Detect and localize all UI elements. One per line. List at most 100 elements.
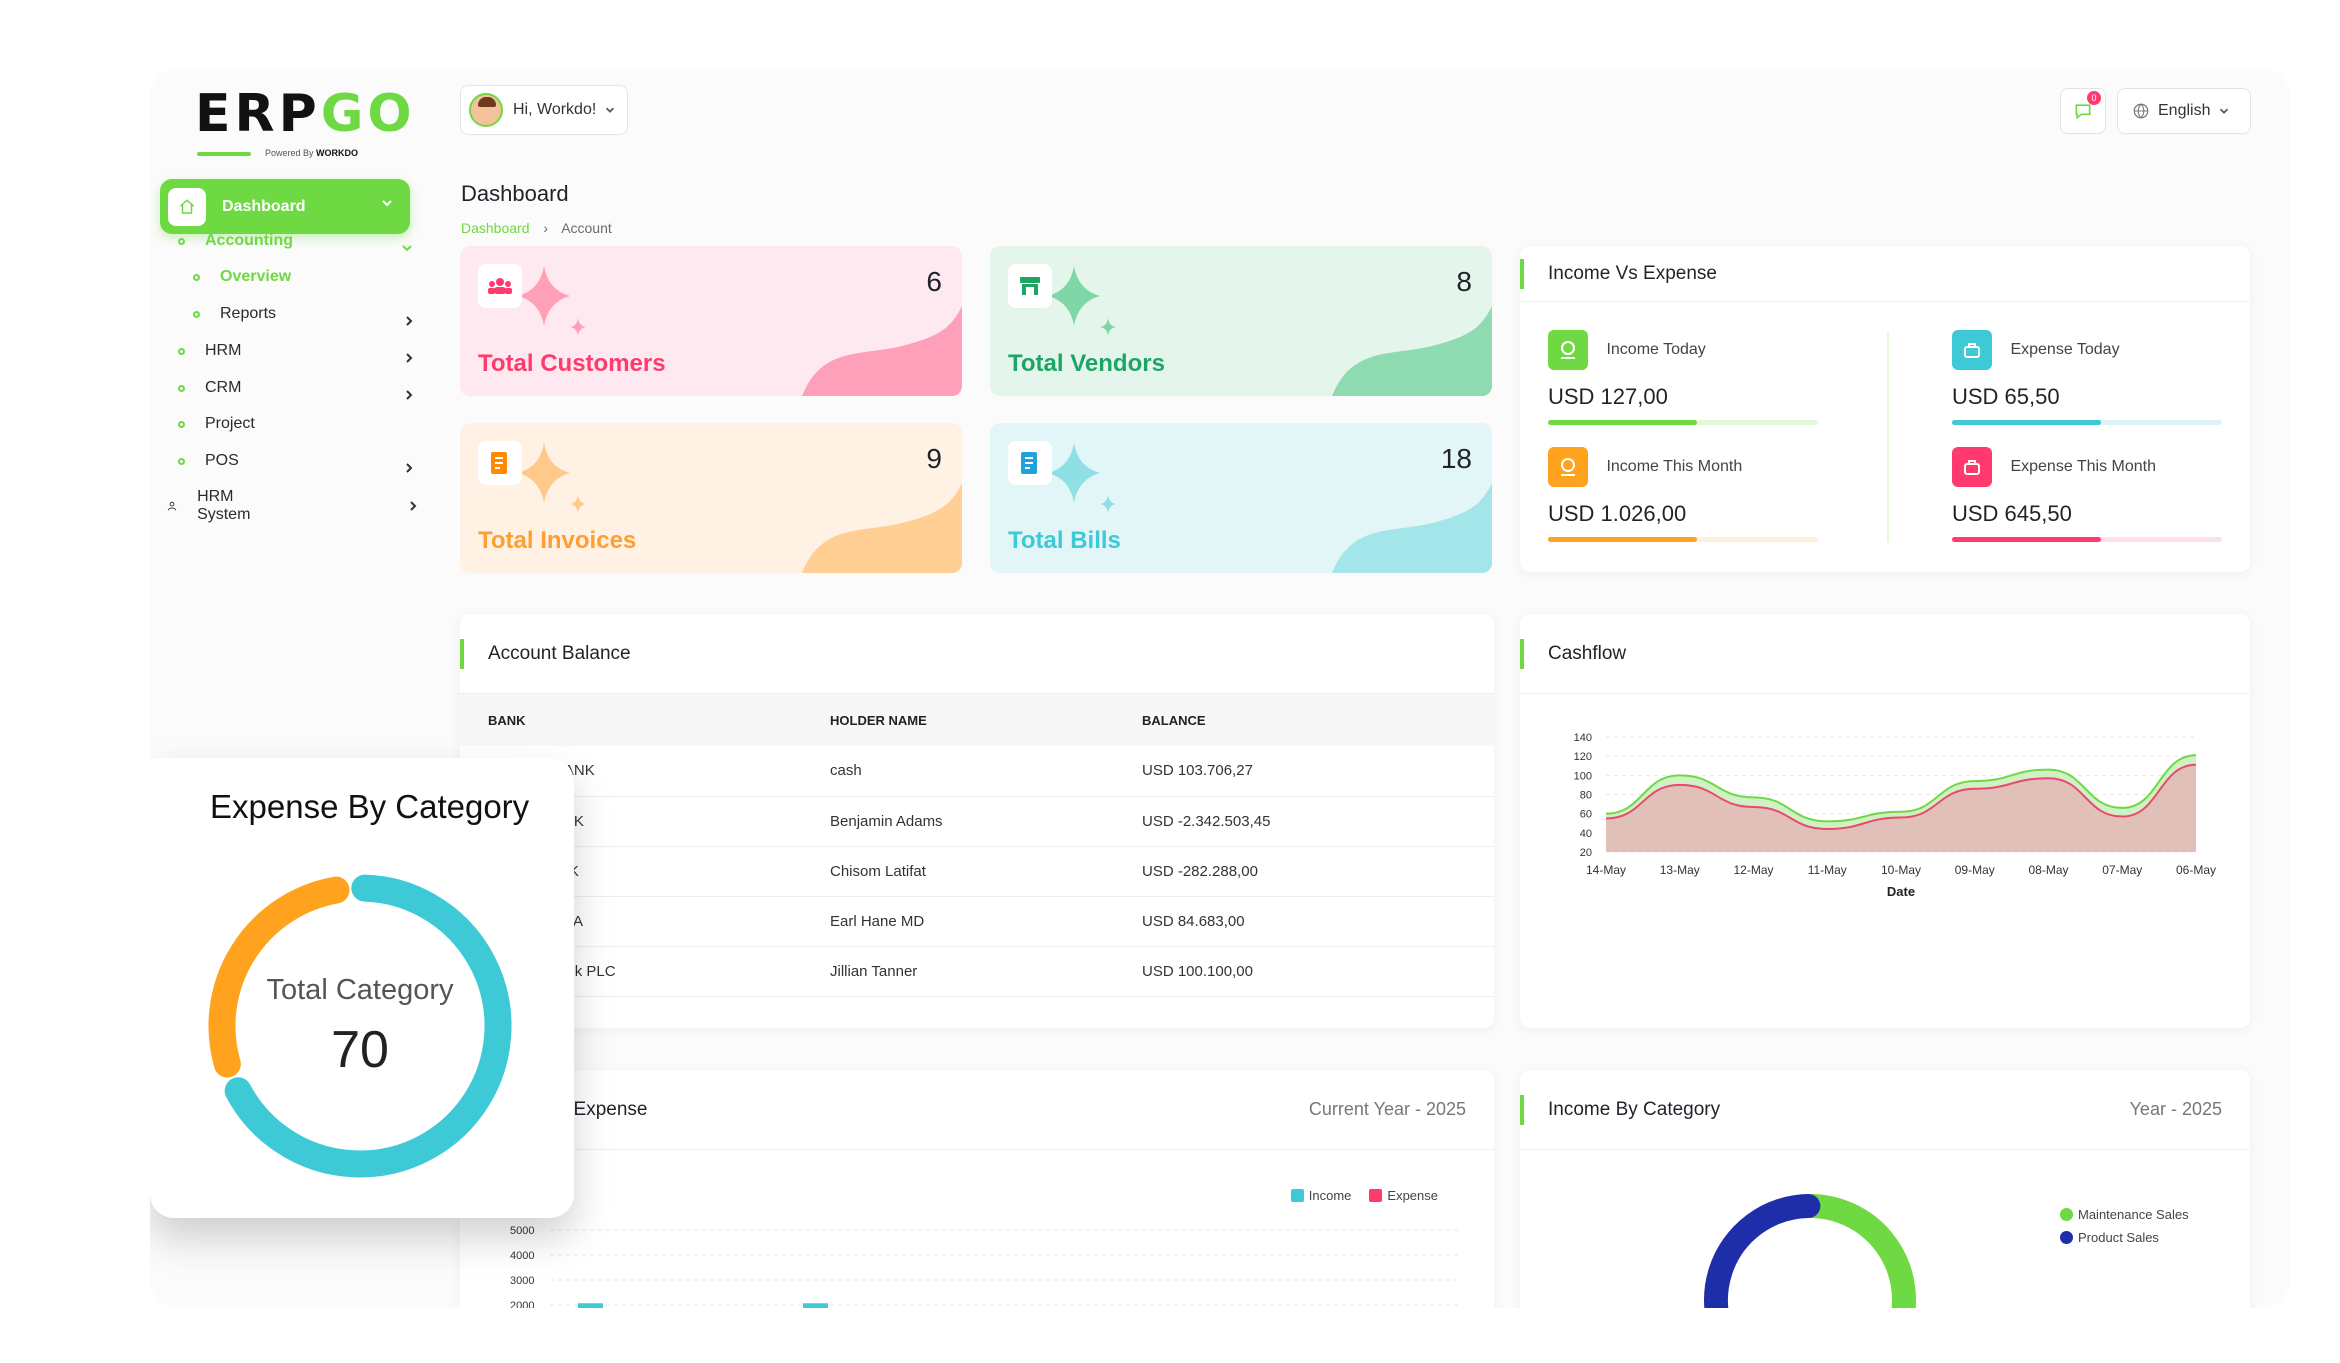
income-today-progress <box>1548 420 1818 425</box>
holder-name: cash <box>802 746 1114 797</box>
sidebar-item-label: Overview <box>220 268 292 285</box>
sidebar-item-reports[interactable]: Reports <box>193 305 276 323</box>
bullet-icon <box>178 420 185 428</box>
column-header-holder[interactable]: HOLDER NAME <box>802 694 1114 746</box>
chevron-right-icon[interactable] <box>402 461 416 475</box>
sidebar-item-hrm[interactable]: HRM <box>178 342 241 360</box>
x-tick-label: 08-May <box>2028 863 2068 877</box>
home-icon <box>168 187 206 226</box>
chat-icon <box>2075 104 2091 120</box>
breadcrumb-home[interactable]: Dashboard <box>461 220 530 236</box>
page-title: Dashboard <box>461 181 569 206</box>
chevron-right-icon[interactable] <box>402 351 416 365</box>
card-accent-bar <box>460 638 464 669</box>
legend-product[interactable]: Product Sales <box>2060 1230 2189 1245</box>
income-month-progress <box>1548 537 1818 542</box>
sparkle-icon <box>1052 266 1116 336</box>
column-header-bank[interactable]: BANK <box>460 694 802 746</box>
total-vendors-card[interactable]: 8 Total Vendors <box>990 246 1492 396</box>
holder-name: Benjamin Adams <box>802 796 1114 847</box>
expense-by-category-card: Expense By Category Total Category 70 <box>150 758 574 1218</box>
chevron-down-icon <box>380 196 394 215</box>
chevron-down-icon[interactable] <box>400 241 414 255</box>
sidebar-item-accounting[interactable]: Accounting <box>178 232 293 250</box>
invoices-count: 9 <box>926 443 942 474</box>
balance-value: USD 84.683,00 <box>1114 896 1494 947</box>
sidebar-item-dashboard[interactable]: Dashboard <box>160 179 410 234</box>
legend-swatch <box>2060 1208 2073 1221</box>
expense-today-value: USD 65,50 <box>1952 384 2060 409</box>
chevron-right-icon[interactable] <box>402 388 416 402</box>
y-tick-label: 60 <box>1580 809 1592 821</box>
sidebar-item-project[interactable]: Project <box>178 415 255 433</box>
legend-expense[interactable]: Expense <box>1369 1188 1438 1203</box>
logo: ERPGO Powered By WORKDO <box>195 84 412 158</box>
user-menu-button[interactable]: Hi, Workdo! <box>460 85 628 135</box>
progress-fill <box>1952 537 2101 542</box>
x-tick-label: 09-May <box>1955 863 1995 877</box>
income-month-value: USD 1.026,00 <box>1548 501 1687 526</box>
language-select[interactable]: English <box>2117 88 2251 134</box>
bills-count: 18 <box>1440 443 1472 474</box>
legend-maintenance[interactable]: Maintenance Sales <box>2060 1207 2189 1222</box>
x-tick-label: 12-May <box>1733 863 1773 877</box>
notification-badge: 0 <box>2087 91 2101 105</box>
bullet-icon <box>178 457 185 465</box>
legend-swatch <box>1290 1189 1304 1202</box>
breadcrumb-current: Account <box>561 220 612 236</box>
card-accent-bar <box>1520 1094 1524 1125</box>
series-area <box>1606 764 2196 852</box>
x-tick-label: 06-May <box>2176 863 2216 877</box>
powered-brand: WORKDO <box>316 148 359 158</box>
y-tick-label: 40 <box>1580 828 1592 840</box>
x-tick-label: 11-May <box>1808 863 1847 877</box>
legend-label: Income <box>1308 1188 1352 1203</box>
balance-value: USD 103.706,27 <box>1114 746 1494 797</box>
chevron-right-icon[interactable] <box>406 499 420 513</box>
column-header-balance[interactable]: BALANCE <box>1114 694 1494 746</box>
legend-swatch <box>2060 1231 2073 1244</box>
income-today-icon <box>1548 330 1588 370</box>
bar <box>803 1303 828 1308</box>
globe-icon <box>2133 103 2149 119</box>
notification-button[interactable]: 0 <box>2060 88 2106 134</box>
y-tick-label: 100 <box>1574 770 1592 782</box>
sidebar-item-pos[interactable]: POS <box>178 452 239 470</box>
legend-income[interactable]: Income <box>1290 1188 1352 1203</box>
balance-value: USD -282.288,00 <box>1114 846 1494 897</box>
sidebar-item-hrm-system[interactable]: HRM System <box>167 488 256 524</box>
breadcrumb: Dashboard › Account <box>461 220 612 236</box>
logo-main: ERP <box>195 84 321 144</box>
logo-powered: Powered By WORKDO <box>265 148 358 158</box>
expense-today-icon <box>1952 330 1992 370</box>
total-bills-card[interactable]: 18 Total Bills <box>990 423 1492 573</box>
expense-month-icon <box>1952 447 1992 487</box>
avatar <box>469 93 503 127</box>
progress-fill <box>1548 420 1697 425</box>
period-label: Year - 2025 <box>2129 1099 2222 1119</box>
sidebar-item-crm[interactable]: CRM <box>178 379 241 397</box>
total-customers-card[interactable]: 6 Total Customers <box>460 246 962 396</box>
total-invoices-card[interactable]: 9 Total Invoices <box>460 423 962 573</box>
bills-label: Total Bills <box>1008 527 1121 554</box>
logo-accent: GO <box>320 84 416 144</box>
customers-label: Total Customers <box>478 350 666 377</box>
cashflow-chart: 20 40 60 80 100 120 140 14-May 13-May 12-May 11-Ma… <box>1574 732 2216 899</box>
donut-center-label: Total Category <box>266 974 454 1006</box>
card-accent-bar <box>1520 638 1524 669</box>
sidebar-item-label: HRM System <box>197 488 251 523</box>
chevron-right-icon[interactable] <box>402 314 416 328</box>
bar <box>578 1303 603 1308</box>
y-tick-label: 2000 <box>510 1300 534 1308</box>
sidebar-item-overview[interactable]: Overview <box>193 268 291 286</box>
series-line <box>1605 763 2197 831</box>
account-balance-card: Account Balance BANK HOLDER NAME BALANCE… <box>460 614 1494 1028</box>
income-month-icon <box>1548 447 1588 487</box>
card-title: Income By Category <box>1548 1098 1721 1120</box>
